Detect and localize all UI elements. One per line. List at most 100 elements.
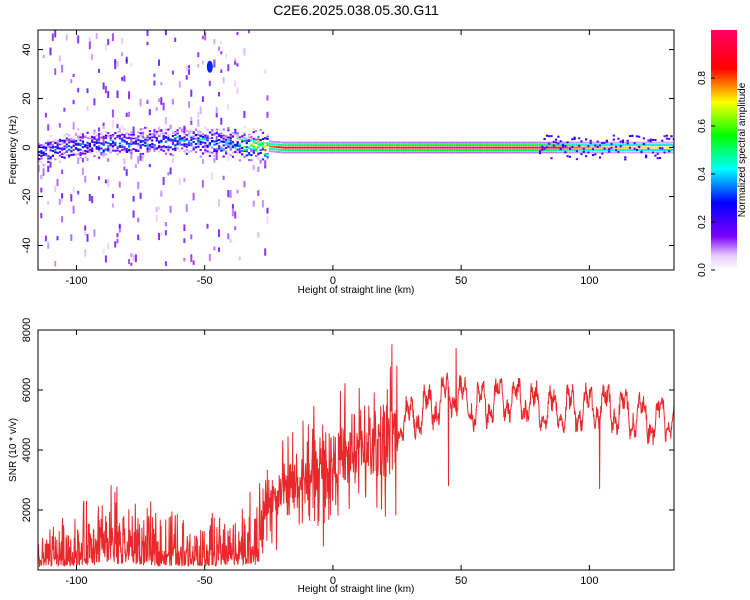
spectrogram-cell xyxy=(79,151,82,154)
spectrogram-cell xyxy=(345,146,348,149)
spectrogram-cell xyxy=(591,144,595,147)
spectrogram-cell xyxy=(375,141,378,144)
spectrogram-noise-cell xyxy=(642,137,645,140)
spectrogram-cell xyxy=(72,140,75,143)
spectrogram-noise-cell xyxy=(190,89,193,97)
spectrogram-cell xyxy=(538,149,542,151)
spectrogram-cell xyxy=(282,149,285,151)
spectrogram-cell xyxy=(65,139,68,142)
spectrogram-cell xyxy=(435,149,438,151)
spectrogram-cell xyxy=(118,150,121,153)
spectrogram-cell xyxy=(483,144,486,147)
spectrogram-noise-cell xyxy=(40,187,43,193)
spectrogram-noise-cell xyxy=(575,150,578,153)
spectrogram-cell xyxy=(416,151,419,154)
spectrogram-cell xyxy=(354,144,357,147)
spectrogram-cell xyxy=(206,136,209,139)
spectrogram-cell xyxy=(118,137,121,140)
x-tick-label: -50 xyxy=(197,575,213,587)
spectrogram-noise-cell xyxy=(164,30,167,36)
spectrogram-cell xyxy=(552,151,555,154)
spectrogram-cell xyxy=(280,144,283,146)
spectrogram-cell xyxy=(225,141,228,143)
spectrogram-cell xyxy=(79,148,82,151)
spectrogram-cell xyxy=(291,146,295,149)
spectrogram-cell xyxy=(455,141,458,144)
spectrogram-noise-cell xyxy=(541,145,544,148)
spectrogram-cell xyxy=(121,138,124,141)
spectrogram-cell xyxy=(522,149,525,151)
colorbar-tick-label: 0.4 xyxy=(697,167,708,181)
spectrogram-cell xyxy=(102,149,105,152)
spectrogram-noise-cell xyxy=(257,190,260,196)
spectrogram-cell xyxy=(499,146,502,149)
spectrogram-cell xyxy=(541,144,544,147)
spectrogram-cell xyxy=(102,153,105,156)
spectrogram-cell xyxy=(250,144,253,147)
spectrogram-noise-cell xyxy=(160,97,163,105)
spectrogram-noise-cell xyxy=(134,164,137,168)
spectrogram-cell xyxy=(351,146,355,149)
spectrogram-cell xyxy=(469,144,472,147)
spectrogram-cell xyxy=(192,134,195,137)
spectrogram-cell xyxy=(460,151,463,154)
spectrogram-cell xyxy=(485,151,488,154)
spectrogram-cell xyxy=(485,146,488,149)
spectrogram-cell xyxy=(439,141,442,144)
spectrogram-cell xyxy=(381,141,385,144)
spectrogram-noise-cell xyxy=(220,51,223,55)
spectrogram-cell xyxy=(605,146,608,149)
spectrogram-cell xyxy=(356,146,359,149)
spectrogram-cell xyxy=(624,141,627,144)
spectrogram-cell xyxy=(340,144,343,147)
spectrogram-cell xyxy=(280,151,283,154)
spectrogram-cell xyxy=(414,151,417,154)
spectrogram-noise-cell xyxy=(153,73,156,78)
spectrogram-cell xyxy=(72,144,75,147)
spectrogram-cell xyxy=(638,149,641,151)
spectrogram-cell xyxy=(395,151,398,154)
spectrogram-cell xyxy=(462,151,465,154)
spectrogram-cell xyxy=(594,151,597,154)
spectrogram-cell xyxy=(185,152,188,155)
spectrogram-cell xyxy=(619,149,622,151)
spectrogram-noise-cell xyxy=(658,157,662,159)
spectrogram-cell xyxy=(146,143,149,146)
spectrogram-noise-cell xyxy=(192,192,195,201)
spectrogram-cell xyxy=(74,133,78,136)
spectrogram-cell xyxy=(384,141,387,144)
spectrogram-cell xyxy=(582,141,585,144)
spectrogram-cell xyxy=(250,143,253,146)
spectrogram-cell xyxy=(610,149,613,151)
spectrogram-noise-cell xyxy=(264,159,267,167)
spectrogram-cell xyxy=(421,149,424,151)
spectrogram-cell xyxy=(231,142,235,145)
spectrogram-cell xyxy=(151,133,154,136)
spectrogram-noise-cell xyxy=(183,257,186,262)
spectrogram-cell xyxy=(515,146,518,149)
spectrogram-cell xyxy=(453,141,456,144)
spectrogram-cell xyxy=(550,149,553,151)
spectrogram-cell xyxy=(130,131,133,133)
spectrogram-cell xyxy=(308,151,311,154)
spectrogram-noise-cell xyxy=(603,141,606,144)
spectrogram-cell xyxy=(252,151,255,154)
spectrogram-cell xyxy=(432,149,435,151)
spectrogram-cell xyxy=(328,151,331,154)
spectrogram-cell xyxy=(333,151,336,154)
spectrogram-cell xyxy=(552,146,555,149)
spectrogram-cell xyxy=(347,144,350,147)
spectrogram-cell xyxy=(158,145,161,147)
spectrogram-cell xyxy=(100,147,103,150)
spectrogram-cell xyxy=(42,154,45,156)
spectrogram-cell xyxy=(222,141,225,143)
spectrogram-noise-cell xyxy=(617,137,620,140)
spectrogram-cell xyxy=(377,149,380,151)
spectrogram-cell xyxy=(162,136,165,139)
spectrogram-noise-cell xyxy=(44,235,47,242)
spectrogram-cell xyxy=(123,128,126,131)
spectrogram-cell xyxy=(668,141,671,144)
spectrogram-cell xyxy=(645,141,648,144)
spectrogram-cell xyxy=(215,150,218,153)
